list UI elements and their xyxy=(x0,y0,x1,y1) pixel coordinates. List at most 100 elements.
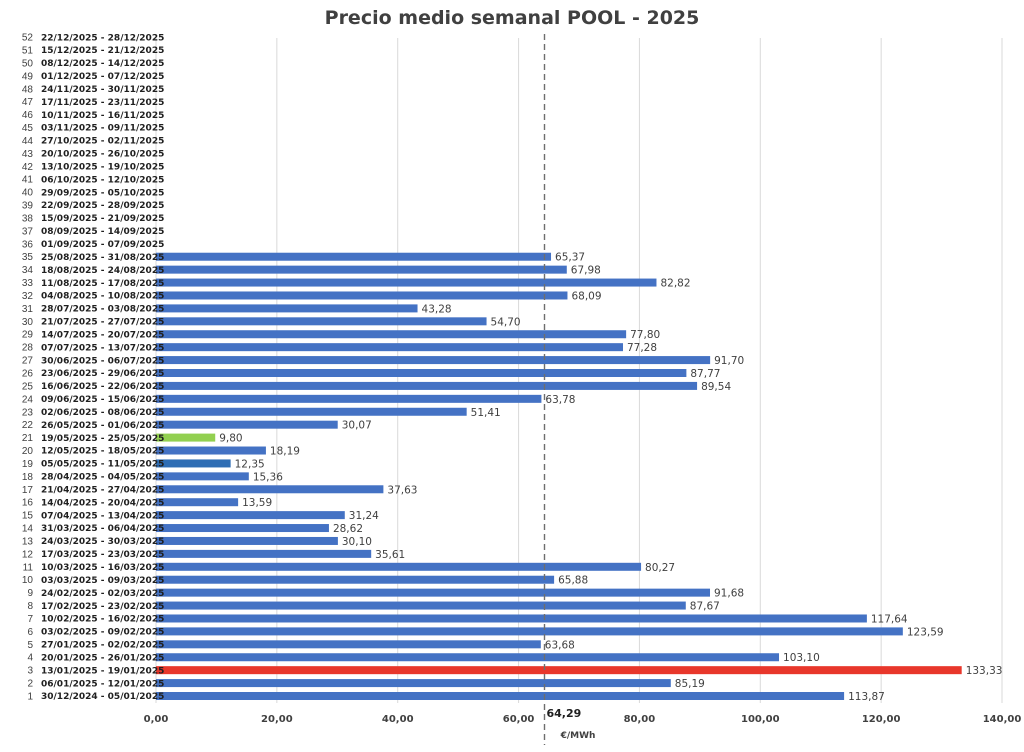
week-range-label: 17/03/2025 - 23/03/2025 xyxy=(41,550,164,560)
x-tick-label: 140,00 xyxy=(983,714,1022,725)
bar xyxy=(156,330,627,339)
week-number: 27 xyxy=(22,356,34,367)
week-number: 34 xyxy=(22,265,34,276)
bar xyxy=(156,679,671,688)
x-tick-label: 60,00 xyxy=(503,714,535,725)
week-range-label: 23/06/2025 - 29/06/2025 xyxy=(41,369,164,379)
week-number: 12 xyxy=(22,549,34,560)
week-range-label: 18/08/2025 - 24/08/2025 xyxy=(41,266,164,276)
week-number: 41 xyxy=(22,175,34,186)
bar-value-label: 30,07 xyxy=(342,420,372,432)
bar-value-label: 9,80 xyxy=(219,433,242,445)
bar xyxy=(156,511,345,520)
week-number: 49 xyxy=(22,71,34,82)
week-number: 43 xyxy=(22,149,34,160)
week-range-label: 03/11/2025 - 09/11/2025 xyxy=(41,124,164,134)
bar-value-label: 91,70 xyxy=(714,355,744,367)
bar xyxy=(156,498,239,507)
week-range-label: 04/08/2025 - 10/08/2025 xyxy=(41,292,164,302)
week-number: 48 xyxy=(22,84,34,95)
bar xyxy=(156,343,623,352)
week-range-label: 01/09/2025 - 07/09/2025 xyxy=(41,240,164,250)
bar-value-label: 123,59 xyxy=(907,626,944,638)
week-range-label: 13/10/2025 - 19/10/2025 xyxy=(41,162,164,172)
week-range-label: 17/11/2025 - 23/11/2025 xyxy=(41,98,164,108)
bar xyxy=(156,666,962,675)
week-range-label: 08/09/2025 - 14/09/2025 xyxy=(41,227,164,237)
week-number: 25 xyxy=(22,381,34,392)
bar xyxy=(156,692,845,700)
week-number: 6 xyxy=(27,627,33,638)
week-range-label: 19/05/2025 - 25/05/2025 xyxy=(41,434,164,444)
bar xyxy=(156,304,418,313)
bar-value-label: 85,19 xyxy=(675,678,705,690)
week-range-label: 07/04/2025 - 13/04/2025 xyxy=(41,511,164,521)
week-range-label: 03/03/2025 - 09/03/2025 xyxy=(41,576,164,586)
bar-value-label: 117,64 xyxy=(871,613,908,625)
week-range-label: 28/04/2025 - 04/05/2025 xyxy=(41,473,164,483)
week-number: 52 xyxy=(22,33,34,44)
week-range-label: 20/10/2025 - 26/10/2025 xyxy=(41,150,164,160)
x-axis-label: €/MWh xyxy=(560,731,596,741)
week-range-label: 11/08/2025 - 17/08/2025 xyxy=(41,279,164,289)
bar xyxy=(156,549,372,558)
week-number: 5 xyxy=(27,640,33,651)
week-range-label: 10/11/2025 - 16/11/2025 xyxy=(41,111,164,121)
bar-value-label: 65,88 xyxy=(558,575,588,587)
week-number: 23 xyxy=(22,407,34,418)
week-range-label: 17/02/2025 - 23/02/2025 xyxy=(41,602,164,612)
week-number: 16 xyxy=(22,498,34,509)
week-range-label: 26/05/2025 - 01/06/2025 xyxy=(41,421,164,431)
bar-value-label: 31,24 xyxy=(349,510,379,522)
week-range-label: 30/06/2025 - 06/07/2025 xyxy=(41,356,164,366)
bar-value-label: 37,63 xyxy=(387,484,417,496)
bar-value-label: 63,78 xyxy=(545,394,575,406)
bar-value-label: 30,10 xyxy=(342,536,372,548)
bar-value-label: 89,54 xyxy=(701,381,731,393)
week-range-label: 22/09/2025 - 28/09/2025 xyxy=(41,201,164,211)
x-tick-label: 80,00 xyxy=(624,714,656,725)
bar xyxy=(156,252,552,261)
bar xyxy=(156,653,780,662)
week-range-label: 24/02/2025 - 02/03/2025 xyxy=(41,589,164,599)
bar-value-label: 67,98 xyxy=(571,265,601,277)
week-number: 24 xyxy=(22,394,34,405)
bar-value-label: 18,19 xyxy=(270,446,300,458)
week-range-label: 06/01/2025 - 12/01/2025 xyxy=(41,679,164,689)
week-range-label: 21/07/2025 - 27/07/2025 xyxy=(41,318,164,328)
week-range-label: 13/01/2025 - 19/01/2025 xyxy=(41,666,164,676)
bar-value-label: 87,67 xyxy=(690,601,720,613)
bar xyxy=(156,614,867,623)
week-number: 45 xyxy=(22,123,34,134)
x-tick-label: 100,00 xyxy=(741,714,780,725)
bar xyxy=(156,369,687,377)
bar xyxy=(156,265,567,274)
week-number: 7 xyxy=(27,614,33,625)
week-number: 32 xyxy=(22,291,34,302)
week-number: 10 xyxy=(22,575,34,586)
week-number: 8 xyxy=(27,601,33,612)
category-labels: 1 30/12/2024 - 05/01/2025 2 06/01/2025 - 12… xyxy=(22,33,164,703)
bar-value-label: 133,33 xyxy=(966,665,1003,677)
bar-value-label: 54,70 xyxy=(491,316,521,328)
bar-value-label: 35,61 xyxy=(375,549,405,561)
week-range-label: 01/12/2025 - 07/12/2025 xyxy=(41,72,164,82)
week-range-label: 14/04/2025 - 20/04/2025 xyxy=(41,498,164,508)
bar-value-label: 77,28 xyxy=(627,342,657,354)
x-axis-ticks: 0,00 20,00 40,00 60,00 80,00 100,00 120,00 140,… xyxy=(144,714,1022,725)
week-range-label: 24/03/2025 - 30/03/2025 xyxy=(41,537,164,547)
week-range-label: 05/05/2025 - 11/05/2025 xyxy=(41,460,164,470)
week-range-label: 27/01/2025 - 02/02/2025 xyxy=(41,641,164,651)
week-number: 35 xyxy=(22,252,34,263)
week-number: 3 xyxy=(27,666,33,677)
week-number: 40 xyxy=(22,188,34,199)
week-number: 39 xyxy=(22,201,34,212)
bar xyxy=(156,446,266,455)
week-range-label: 16/06/2025 - 22/06/2025 xyxy=(41,382,164,392)
week-number: 50 xyxy=(22,58,34,69)
bar xyxy=(156,601,686,610)
week-number: 2 xyxy=(27,679,33,690)
bar-value-label: 91,68 xyxy=(714,588,744,600)
bar-value-label: 65,37 xyxy=(555,252,585,264)
bar xyxy=(156,562,642,571)
